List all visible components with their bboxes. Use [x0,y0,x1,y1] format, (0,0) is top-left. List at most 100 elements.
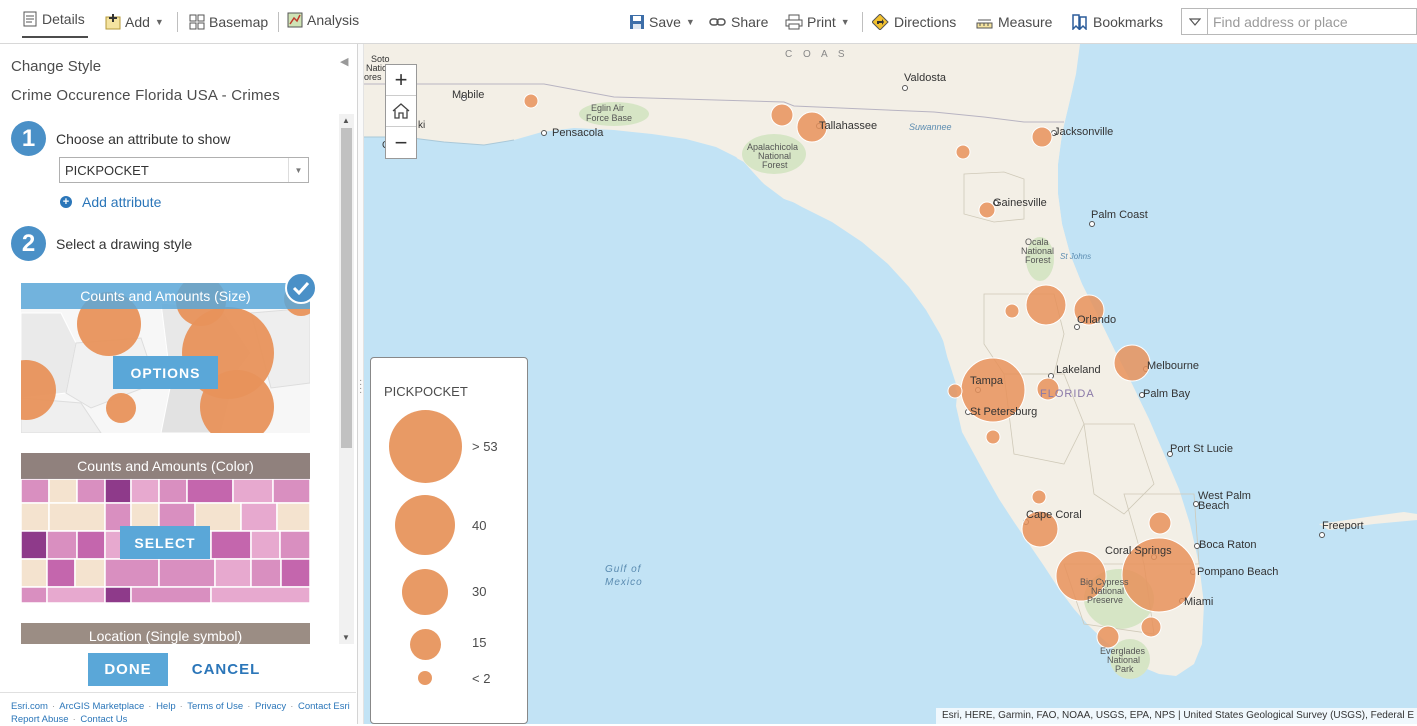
map-label: Coral Springs [1105,545,1172,557]
style-card-size-title: Counts and Amounts (Size) [21,283,310,309]
map-label: National [1107,655,1140,665]
style-options-scroll: 1 Choose an attribute to show PICKPOCKET… [0,114,356,644]
chevron-down-icon: ▼ [154,16,164,27]
map-label: Force Base [586,113,632,123]
style-card-location[interactable]: Location (Single symbol) [21,623,310,644]
map-label: Mexico [605,577,643,588]
search-input[interactable] [1209,9,1416,34]
footer-link[interactable]: Contact Esri [298,701,350,712]
details-tab[interactable]: Details [22,2,88,38]
done-button[interactable]: DONE [88,653,168,686]
map-label: Palm Coast [1091,209,1148,221]
style-card-color[interactable]: Counts and Amounts (Color) SELECT [21,453,310,603]
attribute-select-value: PICKPOCKET [65,163,149,178]
splitter-grip-icon[interactable]: · · · · [359,375,363,398]
pickpocket-symbol [1036,377,1060,401]
footer-link[interactable]: Help [156,701,176,712]
style-card-size[interactable]: Counts and Amounts (Size) OPTIONS [21,283,310,433]
zoom-in-button[interactable]: + [386,65,416,96]
toolbar-divider [862,12,863,32]
chevron-down-icon: ▼ [685,16,695,27]
map-label: Pompano Beach [1197,566,1278,578]
map-attribution: Esri, HERE, Garmin, FAO, NOAA, USGS, EPA… [935,708,1417,724]
search-source-dropdown[interactable] [1182,9,1208,34]
footer-link[interactable]: Privacy [255,701,287,712]
add-label: Add [125,13,150,30]
pickpocket-symbol [1004,303,1020,319]
share-label: Share [731,13,769,30]
map-label: C O A S [785,49,849,60]
scroll-down-icon[interactable]: ▼ [342,633,350,642]
panel-splitter[interactable]: · · · · [358,44,364,724]
directions-button[interactable]: Directions [871,0,957,43]
legend-label: > 53 [472,439,498,454]
footer-separator: · [247,701,251,712]
map-label: National [758,151,791,161]
measure-button[interactable]: Measure [976,0,1052,43]
footer-link[interactable]: ArcGIS Marketplace [59,701,145,712]
map-label: Jacksonville [1054,126,1113,138]
basemap: Valdosta Mobile Soto National ores ki G … [364,44,1417,724]
pickpocket-symbol [1031,126,1053,148]
directions-label: Directions [894,13,957,30]
city-dot [1139,392,1145,398]
scrollbar-thumb[interactable] [341,128,352,448]
measure-icon [976,14,994,30]
county-border [1003,373,1085,465]
search-box [1181,8,1417,35]
pickpocket-symbol [1055,550,1107,602]
map-label: Miami [1184,596,1213,608]
chevron-down-icon: ▼ [840,16,850,27]
footer-link[interactable]: Esri.com [11,701,48,712]
zoom-out-button[interactable]: − [394,129,408,155]
pickpocket-symbol [770,103,794,127]
select-button[interactable]: SELECT [120,526,210,559]
bookmarks-button[interactable]: Bookmarks [1071,0,1163,43]
save-button[interactable]: Save ▼ [629,0,695,43]
home-icon [392,103,410,119]
state-border [364,83,1064,123]
collapse-panel-icon[interactable]: ◀ [340,56,349,68]
add-button[interactable]: Add ▼ [105,0,164,43]
style-card-color-title: Counts and Amounts (Color) [21,453,310,479]
legend-symbol [389,410,462,483]
map-label: Port St Lucie [1170,443,1233,455]
legend-symbol [410,629,441,660]
print-icon [785,14,803,30]
map-label: Pensacola [552,127,604,139]
attribute-select[interactable]: PICKPOCKET ▼ [59,157,309,183]
footer-link[interactable]: Contact Us [80,714,128,725]
measure-label: Measure [998,13,1053,30]
map-label: Preserve [1087,595,1123,605]
scroll-up-icon[interactable]: ▲ [342,116,350,125]
map-label: National [1021,246,1054,256]
map-view[interactable]: Valdosta Mobile Soto National ores ki G … [364,44,1417,724]
pickpocket-symbol [523,93,539,109]
analysis-button[interactable]: Analysis [287,0,359,41]
map-label: Soto [371,54,390,64]
atlantic-water [1054,44,1417,724]
change-style-panel: Change Style ◀ Crime Occurence Florida U… [0,44,358,725]
footer-link[interactable]: Report Abuse [11,714,69,725]
footer-link[interactable]: Terms of Use [187,701,244,712]
options-button[interactable]: OPTIONS [113,356,218,389]
bookmarks-label: Bookmarks [1093,13,1164,30]
directions-icon [871,12,890,31]
basemap-icon [189,14,205,30]
basemap-button[interactable]: Basemap [189,0,268,43]
pickpocket-symbol [985,429,1001,445]
home-button[interactable] [386,96,416,127]
share-button[interactable]: Share [709,0,768,43]
map-label: Big Cypress [1080,577,1129,587]
pickpocket-symbol [1148,511,1172,535]
add-attribute-link[interactable]: + Add attribute [60,194,161,210]
add-icon [105,13,121,30]
cancel-button[interactable]: CANCEL [191,661,261,678]
city-dot [1193,501,1199,507]
pickpocket-symbol [1096,625,1120,649]
print-button[interactable]: Print ▼ [785,0,850,43]
top-toolbar: Details Add ▼ Basemap Analysis Save ▼ Sh… [0,0,1417,44]
panel-scrollbar[interactable]: ▲ ▼ [339,114,354,644]
pickpocket-symbol [796,111,828,143]
map-label: Park [1115,664,1134,674]
